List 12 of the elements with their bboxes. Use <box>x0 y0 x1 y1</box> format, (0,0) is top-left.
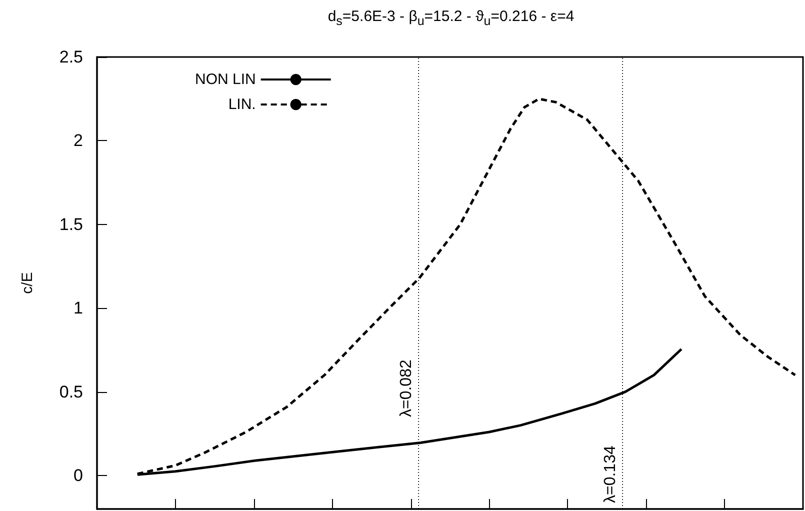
y-tick-label: 1 <box>74 298 83 318</box>
ref-line-label: λ=0.134 <box>602 446 620 503</box>
y-tick-label: 2 <box>74 131 83 150</box>
y-tick-label: 0 <box>74 466 83 486</box>
chart-title: d$_{s}$=5.6E-3 - β$_{u}$=15.2 - ϑ$_{u}$=0.216 - ε=4 <box>326 8 576 28</box>
legend-label: LIN. <box>228 96 256 113</box>
y-tick-label: 2.5 <box>59 48 83 66</box>
legend-label: NON LIN <box>195 71 256 88</box>
y-tick-label: 1.5 <box>59 214 83 234</box>
y-tick-label: 0.5 <box>59 382 83 402</box>
y-axis-title: c/E <box>19 272 36 294</box>
ref-line-label: λ=0.082 <box>398 360 416 417</box>
